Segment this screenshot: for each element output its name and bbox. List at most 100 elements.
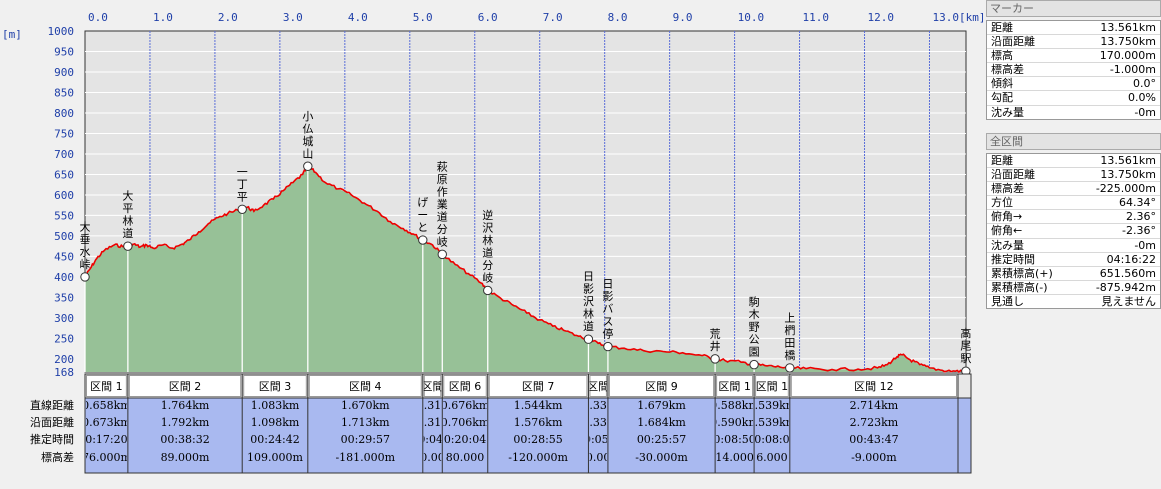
x-tick-label: 10.0 bbox=[738, 11, 765, 24]
total-panel-value: 651.560m bbox=[1099, 266, 1156, 280]
segment-value: 0:04: bbox=[418, 433, 446, 446]
marker-panel-row: 標高差 -1.000m bbox=[987, 63, 1160, 78]
segment-name: 区間 6 bbox=[449, 380, 482, 393]
segment-value: 0.00 bbox=[586, 451, 611, 464]
marker-label: 日影沢林道 bbox=[583, 270, 594, 333]
y-tick-label: 450 bbox=[54, 250, 74, 263]
marker-point bbox=[749, 359, 759, 370]
segment-value: 0:05: bbox=[584, 433, 612, 446]
total-panel-value: -225.000m bbox=[1095, 182, 1156, 196]
x-tick-label: 8.0 bbox=[608, 11, 628, 24]
total-panel-key: 俯角→ bbox=[991, 210, 1023, 224]
segment-name: 区間 12 bbox=[854, 380, 894, 393]
marker-point bbox=[437, 249, 447, 260]
marker-label: 一丁平 bbox=[237, 165, 248, 203]
x-tick-label: 9.0 bbox=[673, 11, 693, 24]
segment-value: 00:28:55 bbox=[513, 433, 562, 446]
marker-panel: マーカー 距離 13.561km 沿面距離 13.750km 標高 170.000m 標高差… bbox=[986, 0, 1161, 120]
y-tick-label: 200 bbox=[54, 353, 74, 366]
segment-value: 2.714km bbox=[850, 399, 899, 412]
segment-header-cell bbox=[790, 375, 957, 397]
segment-value: 00:24:42 bbox=[250, 433, 299, 446]
segment-header-cell bbox=[423, 375, 442, 397]
marker-label: げーと bbox=[417, 196, 428, 234]
x-tick-label: 13.0 bbox=[932, 11, 959, 24]
marker-label: 逆沢林道分岐 bbox=[482, 208, 493, 284]
total-panel-value: -2.36° bbox=[1122, 224, 1156, 238]
marker-point bbox=[710, 354, 720, 364]
x-tick-label: 2.0 bbox=[218, 11, 238, 24]
total-panel-key: 沈み量 bbox=[991, 238, 1024, 252]
marker-point bbox=[583, 334, 594, 344]
marker-point bbox=[123, 241, 133, 251]
segment-value: 1.083km bbox=[251, 399, 300, 412]
total-panel-row: 沿面距離 13.750km bbox=[987, 168, 1160, 183]
segment-header-cell bbox=[443, 375, 487, 397]
x-tick-label: 12.0 bbox=[868, 11, 895, 24]
marker-panel-row: 距離 13.561km bbox=[987, 21, 1160, 36]
segment-value: 80.000 bbox=[446, 451, 485, 464]
marker-label: 小仏城山 bbox=[302, 110, 313, 161]
total-panel-key: 標高差 bbox=[991, 182, 1024, 196]
segment-row-head: 標高差 bbox=[41, 450, 74, 464]
marker-panel-key: 傾斜 bbox=[991, 77, 1013, 91]
marker-panel-value: -0m bbox=[1134, 105, 1156, 119]
y-tick-label: 700 bbox=[54, 148, 74, 161]
marker-panel-value: 170.000m bbox=[1099, 49, 1156, 63]
segment-value: -120.000m bbox=[508, 451, 568, 464]
segment-name: 区間 1 bbox=[756, 380, 789, 393]
y-tick-label: 400 bbox=[54, 271, 74, 284]
segment-value: 1.792km bbox=[161, 416, 210, 429]
segment-name: 区間 7 bbox=[522, 380, 555, 393]
segment-value: 0.706km bbox=[441, 416, 490, 429]
total-panel-value: 13.750km bbox=[1100, 168, 1156, 182]
segment-header-cell bbox=[308, 375, 422, 397]
total-panel-value: 見えません bbox=[1101, 294, 1156, 308]
total-panel-key: 累積標高(+) bbox=[991, 266, 1053, 280]
total-panel-row: 標高差 -225.000m bbox=[987, 182, 1160, 197]
marker-panel-row: 沿面距離 13.750km bbox=[987, 35, 1160, 50]
segment-value: 0.318 bbox=[417, 416, 449, 429]
marker-point bbox=[785, 363, 795, 373]
marker-panel-table: 距離 13.561km 沿面距離 13.750km 標高 170.000m 標高差 -1.00… bbox=[986, 20, 1161, 120]
x-tick-label: 0.0 bbox=[88, 11, 108, 24]
segment-header-cell bbox=[86, 375, 127, 397]
segment-header-cell bbox=[608, 375, 715, 397]
segment-value: 89.000m bbox=[161, 451, 210, 464]
segment-value: 1.684km bbox=[637, 416, 686, 429]
marker-panel-key: 沈み量 bbox=[991, 105, 1024, 119]
segment-header-cell bbox=[128, 375, 242, 397]
marker-panel-row: 標高 170.000m bbox=[987, 49, 1160, 64]
marker-point bbox=[303, 161, 313, 171]
segment-value: -9.000m bbox=[851, 451, 897, 464]
total-panel-key: 累積標高(-) bbox=[991, 280, 1048, 294]
segment-value: -181.000m bbox=[335, 451, 395, 464]
segment-value: 6.000 bbox=[756, 451, 788, 464]
marker-point bbox=[80, 272, 90, 282]
marker-panel-value: -1.000m bbox=[1109, 63, 1156, 77]
x-unit-label: [km] bbox=[959, 11, 984, 24]
y-tick-label: 1000 bbox=[48, 25, 75, 38]
x-tick-label: 4.0 bbox=[348, 11, 368, 24]
total-panel-key: 推定時間 bbox=[991, 252, 1035, 266]
segment-value: 0.539km bbox=[748, 399, 797, 412]
marker-panel-value: 0.0° bbox=[1133, 77, 1156, 91]
segment-value: 0.590km bbox=[710, 416, 759, 429]
segment-value: 0:17:20 bbox=[85, 433, 127, 446]
total-panel-row: 距離 13.561km bbox=[987, 154, 1160, 169]
marker-label: 駒木野公園 bbox=[749, 296, 760, 359]
segment-name: 区間 2 bbox=[169, 380, 202, 393]
marker-label: 大垂水峠 bbox=[80, 219, 91, 270]
segment-header-cell bbox=[488, 375, 588, 397]
segment-row-head: 推定時間 bbox=[30, 432, 74, 446]
x-tick-label: 5.0 bbox=[413, 11, 433, 24]
total-panel-row: 方位 64.34° bbox=[987, 196, 1160, 211]
y-tick-label: 950 bbox=[54, 45, 74, 58]
segment-value: 0.311 bbox=[417, 399, 449, 412]
y-tick-label: 350 bbox=[54, 291, 74, 304]
marker-panel-row: 沈み量 -0m bbox=[987, 106, 1160, 119]
profile-area bbox=[85, 166, 966, 372]
total-panel-value: 64.34° bbox=[1119, 196, 1156, 210]
y-unit-label: [m] bbox=[2, 28, 22, 41]
segment-name: 区間 1 bbox=[90, 380, 123, 393]
